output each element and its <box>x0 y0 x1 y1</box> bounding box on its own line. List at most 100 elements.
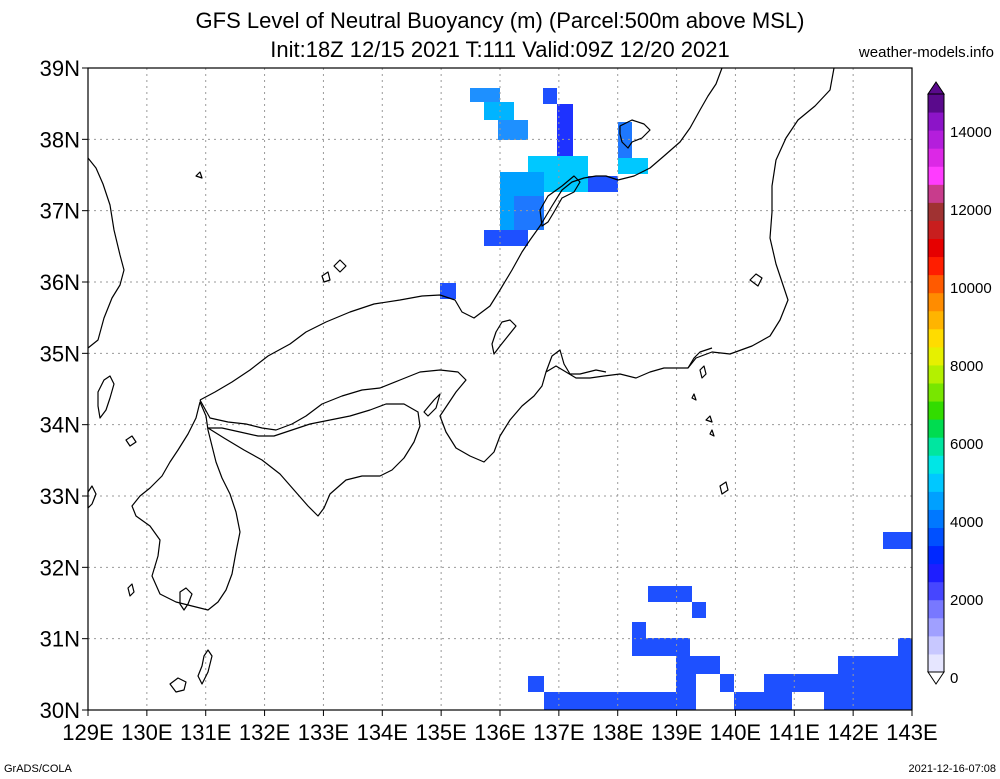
colorbar-swatch <box>928 437 944 456</box>
lnb-cells <box>440 88 912 710</box>
colorbar-swatch <box>928 94 944 113</box>
colorbar-swatch <box>928 599 944 619</box>
lnb-cell <box>557 104 573 156</box>
colorbar-swatch <box>928 346 944 366</box>
colorbar-swatch <box>928 292 944 312</box>
chart-title: GFS Level of Neutral Buoyancy (m) (Parce… <box>195 8 805 33</box>
colorbar-tick-label: 2000 <box>950 592 983 609</box>
lnb-cell <box>484 230 528 246</box>
lat-label: 39N <box>40 56 80 81</box>
lnb-cell <box>764 674 838 692</box>
lat-label: 37N <box>40 199 80 224</box>
lnb-cell <box>692 602 706 618</box>
coastlines <box>87 67 835 693</box>
colorbar-tick-label: 10000 <box>950 280 992 297</box>
lon-label: 130E <box>121 720 172 745</box>
colorbar-swatch <box>928 220 944 239</box>
lnb-cell <box>470 88 500 102</box>
lnb-cell <box>898 638 912 692</box>
lnb-cell <box>528 676 544 692</box>
lnb-cell <box>720 674 734 692</box>
footer-left: GrADS/COLA <box>4 763 72 775</box>
map-figure: 129E 130E 131E 132E 133E 134E 135E 136E 137E 138E… <box>40 56 992 745</box>
lnb-cell <box>618 158 648 174</box>
colorbar-swatch <box>928 473 944 492</box>
lnb-cell <box>498 120 528 140</box>
lon-label: 137E <box>533 720 584 745</box>
colorbar-swatch <box>928 581 944 601</box>
chart-subtitle: Init:18Z 12/15 2021 T:111 Valid:09Z 12/2… <box>270 37 730 62</box>
lon-label: 139E <box>651 720 702 745</box>
lnb-cell <box>544 692 696 710</box>
colorbar-swatch <box>928 383 944 402</box>
lon-label: 129E <box>62 720 113 745</box>
colorbar-swatch <box>928 419 944 438</box>
lon-axis-labels: 129E 130E 131E 132E 133E 134E 135E 136E 137E 138E… <box>62 710 938 745</box>
colorbar-tick-label: 12000 <box>950 202 992 219</box>
lat-label: 38N <box>40 127 80 152</box>
lnb-cell <box>838 656 898 692</box>
colorbar-swatch <box>928 617 944 637</box>
colorbar-swatch <box>928 635 944 655</box>
lnb-cell <box>618 122 632 158</box>
lat-label: 31N <box>40 627 80 652</box>
lon-label: 142E <box>827 720 878 745</box>
colorbar-swatch <box>928 527 944 547</box>
colorbar-swatch <box>928 563 944 583</box>
colorbar-swatch <box>928 256 944 276</box>
colorbar-swatch <box>928 130 944 149</box>
lon-label: 143E <box>886 720 937 745</box>
lon-label: 131E <box>180 720 231 745</box>
colorbar-swatch <box>928 491 944 510</box>
lon-label: 132E <box>239 720 290 745</box>
colorbar-swatch <box>928 148 944 167</box>
lnb-cell <box>734 692 792 710</box>
lon-label: 133E <box>298 720 349 745</box>
colorbar-swatch <box>928 364 944 384</box>
lat-label: 34N <box>40 413 80 438</box>
lat-label: 32N <box>40 555 80 580</box>
colorbar-tick-label: 6000 <box>950 436 983 453</box>
lnb-cell <box>484 102 514 120</box>
lnb-cell <box>646 638 690 656</box>
colorbar-max-arrow <box>927 81 945 95</box>
lon-label: 138E <box>592 720 643 745</box>
lnb-cell <box>543 88 557 104</box>
colorbar-min-arrow <box>927 671 945 685</box>
lnb-cell <box>632 622 646 656</box>
lat-axis-labels: 39N 38N 37N 36N 35N 34N 33N 32N 31N 30N <box>40 56 88 723</box>
colorbar-swatch <box>928 310 944 330</box>
footer-right: 2021-12-16-07:08 <box>908 763 996 775</box>
lon-label: 140E <box>710 720 761 745</box>
lat-label: 36N <box>40 270 80 295</box>
lnb-cell <box>676 656 720 674</box>
lon-label: 135E <box>415 720 466 745</box>
colorbar-tick-label: 14000 <box>950 124 992 141</box>
lon-label: 136E <box>474 720 525 745</box>
colorbar-tick-label: 0 <box>950 670 958 687</box>
colorbar-swatch <box>928 509 944 528</box>
colorbar-swatch <box>928 401 944 420</box>
colorbar-swatch <box>928 202 944 221</box>
lnb-cell <box>676 674 696 692</box>
lat-label: 30N <box>40 698 80 723</box>
colorbar <box>927 81 945 685</box>
lnb-cell <box>514 196 544 230</box>
lon-label: 134E <box>357 720 408 745</box>
lon-label: 141E <box>769 720 820 745</box>
colorbar-swatch <box>928 184 944 203</box>
colorbar-labels: 14000 12000 10000 8000 6000 4000 2000 0 <box>950 124 992 687</box>
lnb-cell <box>648 586 692 602</box>
colorbar-swatch <box>928 653 944 673</box>
colorbar-swatch <box>928 166 944 185</box>
colorbar-swatch <box>928 112 944 131</box>
colorbar-tick-label: 8000 <box>950 358 983 375</box>
lnb-cell <box>440 283 456 299</box>
colorbar-swatch <box>928 274 944 294</box>
colorbar-tick-label: 4000 <box>950 514 983 531</box>
lat-label: 35N <box>40 341 80 366</box>
colorbar-swatch <box>928 238 944 258</box>
lnb-cell <box>824 692 912 710</box>
lat-lon-grid <box>88 68 912 710</box>
lnb-cell <box>588 176 618 192</box>
